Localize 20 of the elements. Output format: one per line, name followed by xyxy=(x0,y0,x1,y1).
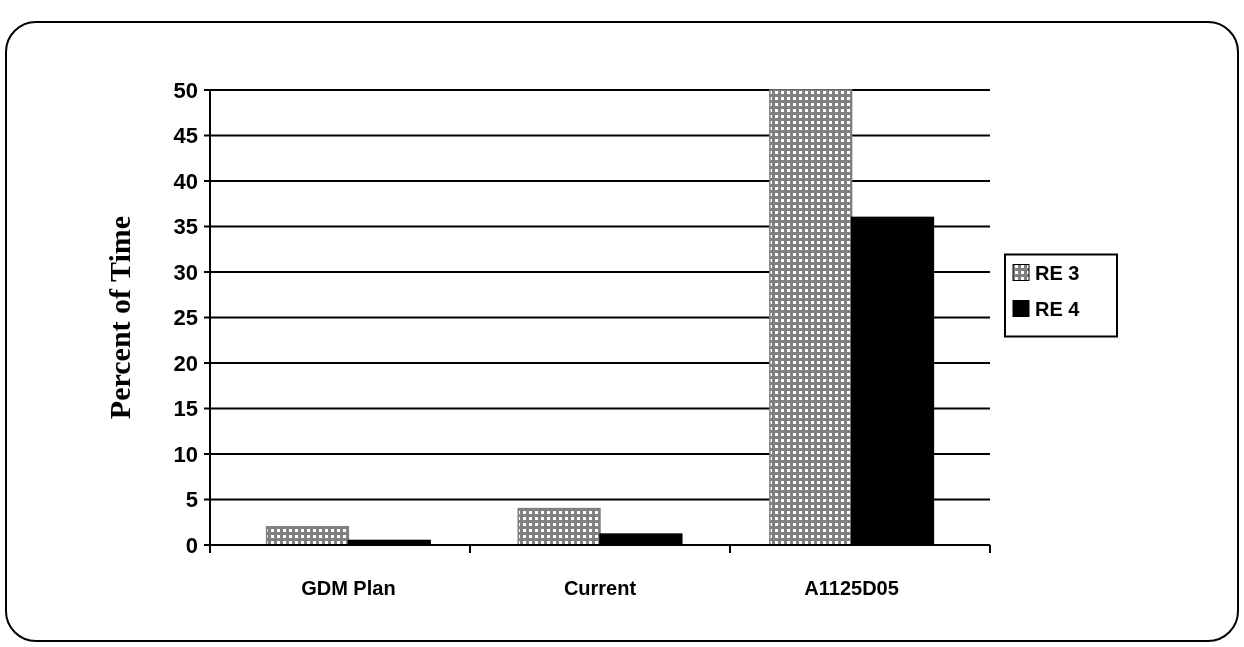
legend-label: RE 3 xyxy=(1035,261,1080,284)
y-tick-label: 40 xyxy=(173,168,198,194)
y-tick-label: 5 xyxy=(185,487,198,513)
y-tick-label: 30 xyxy=(173,259,198,285)
x-tick-label: Current xyxy=(563,577,637,599)
y-axis-title: Percent of Time xyxy=(103,215,136,420)
legend-label: RE 4 xyxy=(1035,297,1081,320)
x-tick-label: A1125D05 xyxy=(804,577,899,599)
y-tick-label: 45 xyxy=(173,123,198,149)
bar xyxy=(517,507,601,546)
y-tick-label: 20 xyxy=(173,350,198,376)
y-tick-label: 15 xyxy=(173,396,198,422)
y-tick-label: 50 xyxy=(173,77,198,103)
bar xyxy=(769,89,853,546)
x-tick-label: GDM Plan xyxy=(301,577,396,599)
y-tick-label: 25 xyxy=(173,305,198,331)
y-tick-label: 0 xyxy=(185,532,198,558)
bar xyxy=(265,526,350,546)
y-tick-label: 35 xyxy=(173,214,198,240)
y-tick-label: 10 xyxy=(173,441,198,467)
